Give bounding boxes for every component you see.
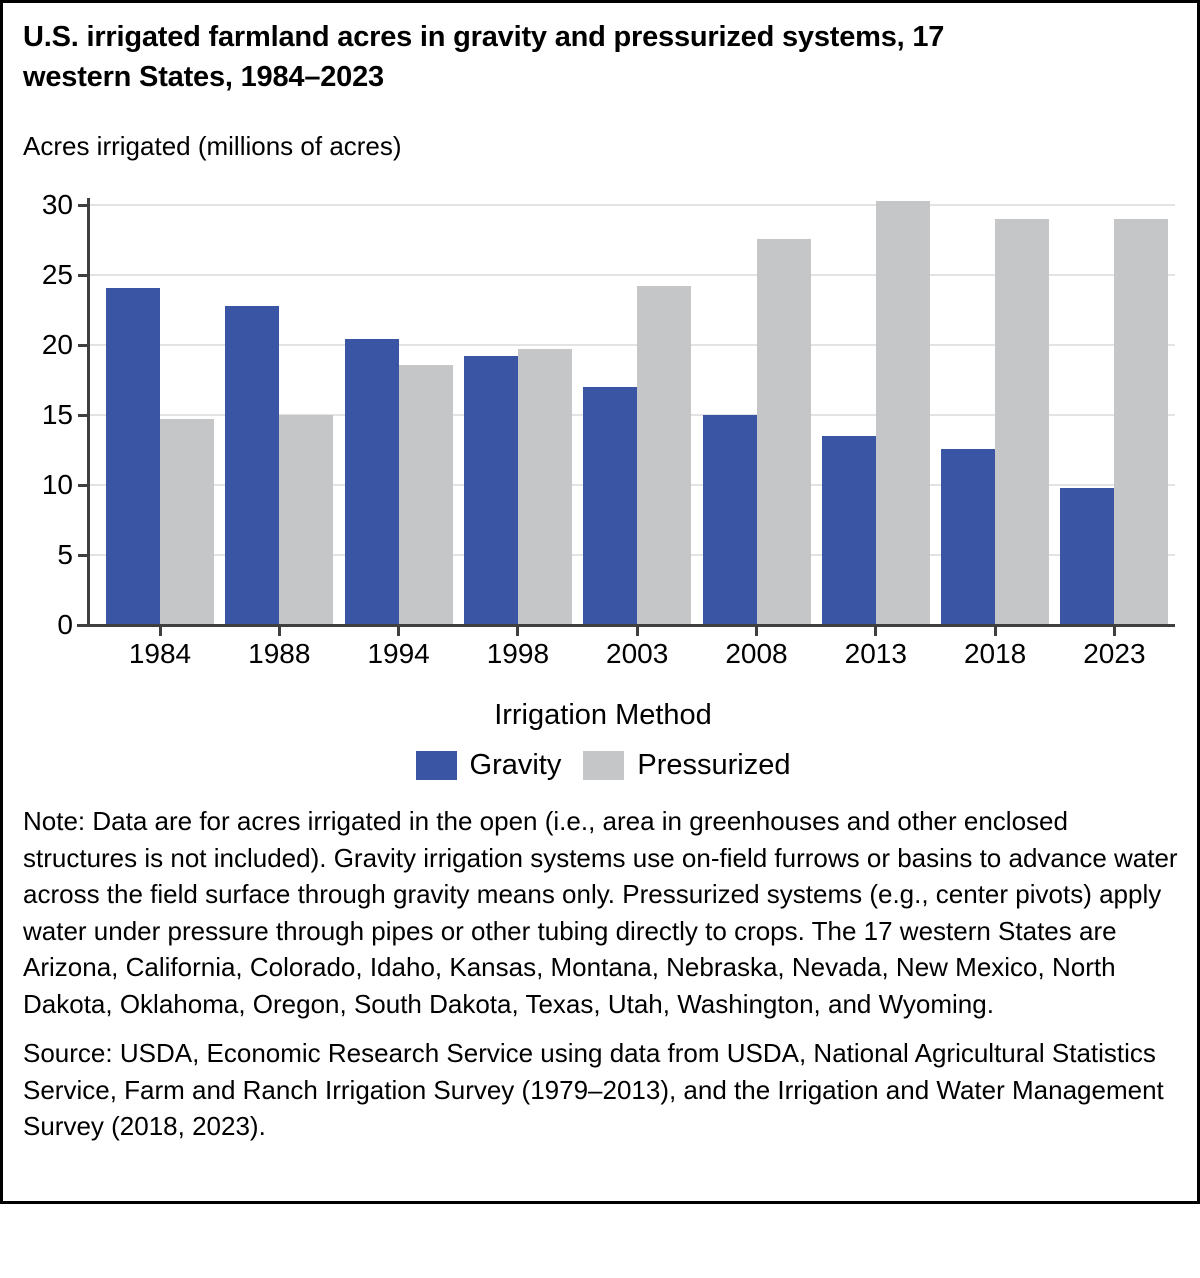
y-tick-15 bbox=[78, 413, 87, 417]
legend-swatch-pressurized bbox=[583, 751, 625, 780]
bar-pressurized-2018 bbox=[995, 219, 1050, 625]
gridline-25 bbox=[90, 274, 1175, 276]
bar-gravity-2008 bbox=[702, 415, 757, 625]
footnotes: Note: Data are for acres irrigated in th… bbox=[23, 803, 1181, 1145]
x-axis-group-title: Irrigation Method bbox=[494, 699, 712, 731]
bar-pressurized-2023 bbox=[1114, 219, 1169, 625]
y-tick-5 bbox=[78, 553, 87, 557]
bar-pressurized-1984 bbox=[160, 419, 214, 625]
bar-pressurized-2013 bbox=[875, 200, 930, 625]
x-tick-label-2008: 2008 bbox=[725, 638, 788, 669]
legend-label-gravity: Gravity bbox=[469, 749, 562, 781]
x-axis-line bbox=[77, 624, 1175, 627]
bar-gravity-2013 bbox=[821, 436, 876, 625]
bar-pressurized-1998 bbox=[517, 349, 572, 625]
x-tick-2013 bbox=[874, 627, 878, 636]
x-tick-1988 bbox=[277, 627, 281, 636]
gridline-30 bbox=[90, 204, 1175, 206]
y-tick-label-15: 15 bbox=[41, 399, 73, 430]
y-tick-0 bbox=[78, 623, 87, 627]
bar-gravity-2003 bbox=[583, 387, 638, 625]
bar-gravity-2018 bbox=[941, 448, 996, 625]
x-tick-2018 bbox=[993, 627, 997, 636]
bar-gravity-1998 bbox=[463, 356, 518, 625]
chart-title-line-1: U.S. irrigated farmland acres in gravity… bbox=[23, 21, 945, 53]
chart-title: U.S. irrigated farmland acres in gravity… bbox=[23, 17, 1173, 97]
bar-pressurized-2008 bbox=[756, 238, 811, 625]
legend-item-gravity: Gravity bbox=[415, 749, 562, 782]
y-tick-label-30: 30 bbox=[41, 189, 73, 220]
x-tick-1998 bbox=[516, 627, 520, 636]
x-tick-2023 bbox=[1112, 627, 1116, 636]
bar-gravity-1994 bbox=[344, 339, 399, 625]
bar-gravity-1984 bbox=[106, 287, 160, 625]
plot-area: 0 5 10 15 20 25 30 1984 1988 1994 1998 2003 2008 2013… bbox=[3, 3, 1200, 703]
x-tick-label-2013: 2013 bbox=[844, 638, 907, 669]
y-axis-title: Acres irrigated (millions of acres) bbox=[23, 131, 402, 161]
legend-swatch-gravity bbox=[415, 751, 457, 780]
bar-gravity-2023 bbox=[1060, 487, 1115, 625]
legend: Gravity Pressurized bbox=[3, 749, 1200, 782]
y-tick-30 bbox=[78, 203, 87, 207]
y-tick-label-0: 0 bbox=[57, 609, 73, 640]
y-tick-label-10: 10 bbox=[41, 469, 73, 500]
x-tick-2003 bbox=[635, 627, 639, 636]
x-tick-label-2003: 2003 bbox=[606, 638, 669, 669]
y-tick-25 bbox=[78, 273, 87, 277]
bar-pressurized-2003 bbox=[637, 286, 692, 625]
gridline-20 bbox=[90, 344, 1175, 346]
x-tick-1984 bbox=[158, 627, 162, 636]
x-tick-label-2018: 2018 bbox=[963, 638, 1027, 669]
x-tick-label-1994: 1994 bbox=[367, 638, 430, 669]
x-tick-label-2023: 2023 bbox=[1083, 638, 1146, 669]
x-tick-label-1984: 1984 bbox=[128, 638, 192, 669]
y-tick-label-25: 25 bbox=[41, 259, 73, 290]
legend-label-pressurized: Pressurized bbox=[637, 749, 791, 781]
bar-pressurized-1988 bbox=[279, 415, 334, 625]
x-tick-2008 bbox=[755, 627, 758, 636]
figure-border: U.S. irrigated farmland acres in gravity… bbox=[0, 0, 1200, 1204]
legend-item-pressurized: Pressurized bbox=[583, 749, 790, 782]
y-tick-10 bbox=[78, 483, 87, 487]
x-tick-label-1998: 1998 bbox=[486, 638, 550, 669]
y-tick-label-5: 5 bbox=[57, 539, 73, 570]
x-tick-1994 bbox=[397, 627, 401, 636]
bar-gravity-1988 bbox=[225, 305, 280, 625]
chart-title-line-2: western States, 1984–2023 bbox=[23, 61, 384, 93]
note-text: Note: Data are for acres irrigated in th… bbox=[23, 806, 1178, 1019]
bar-pressurized-1994 bbox=[398, 364, 453, 625]
y-axis-line bbox=[87, 198, 90, 627]
y-tick-label-20: 20 bbox=[41, 329, 73, 360]
source-text: Source: USDA, Economic Research Service … bbox=[23, 1038, 1164, 1141]
y-tick-20 bbox=[78, 343, 87, 347]
x-tick-label-1988: 1988 bbox=[248, 638, 311, 669]
